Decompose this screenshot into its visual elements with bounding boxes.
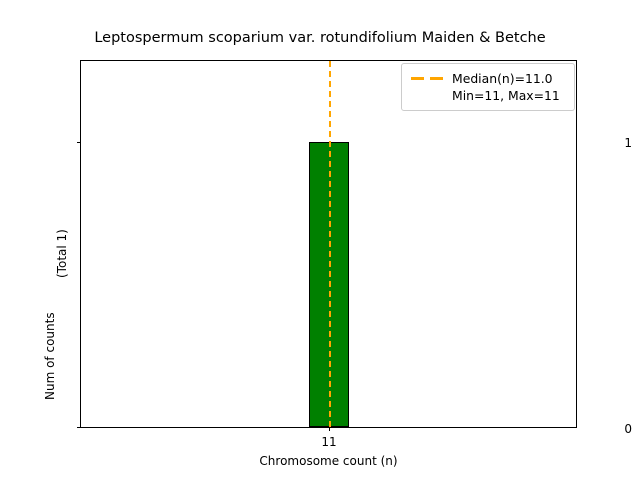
y-tick-label-0: 0 (624, 422, 632, 436)
legend-entry-minmax: Min=11, Max=11 (410, 87, 566, 104)
y-axis-total-label: (Total 1) (55, 229, 69, 278)
plot-area: Median(n)=11.0 Min=11, Max=11 (77, 60, 577, 431)
bar-layer (81, 61, 576, 427)
median-line (329, 61, 331, 427)
chart-title: Leptospermum scoparium var. rotundifoliu… (94, 30, 546, 46)
x-tick-mark-11 (329, 427, 330, 431)
chart-legend: Median(n)=11.0 Min=11, Max=11 (401, 63, 575, 111)
x-axis-label: Chromosome count (n) (259, 454, 398, 468)
y-tick-mark-1 (77, 142, 81, 143)
y-axis-label: Num of counts (43, 312, 57, 400)
y-axis-label-group: Num of counts (Total 1) (0, 60, 69, 428)
x-tick-label-11: 11 (321, 435, 337, 449)
y-tick-mark-0 (77, 427, 81, 428)
legend-label-minmax: Min=11, Max=11 (452, 87, 560, 103)
y-tick-label-1: 1 (624, 136, 632, 150)
legend-label-median: Median(n)=11.0 (452, 70, 553, 86)
legend-entry-median: Median(n)=11.0 (410, 70, 566, 87)
dashed-line-icon (410, 73, 444, 85)
